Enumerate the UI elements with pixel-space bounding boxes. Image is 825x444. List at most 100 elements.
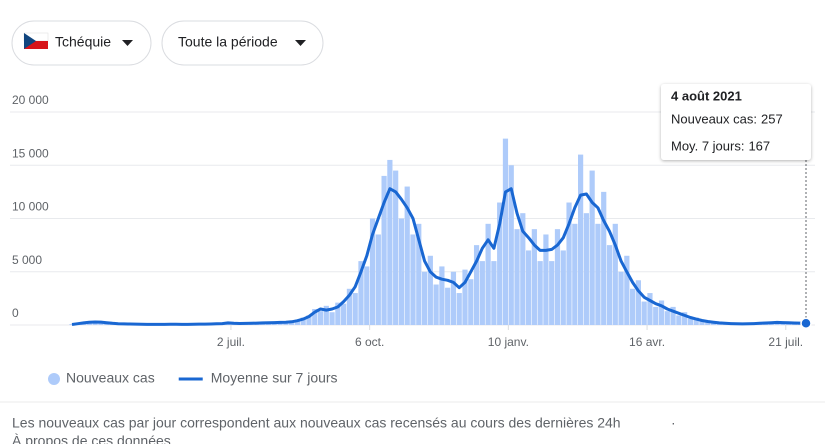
bar bbox=[531, 229, 537, 325]
footer-separator: · bbox=[671, 415, 676, 431]
bar bbox=[433, 284, 439, 325]
bar bbox=[630, 288, 636, 325]
dropdown-box[interactable] bbox=[161, 20, 324, 66]
bar bbox=[421, 271, 428, 325]
bar bbox=[445, 287, 451, 325]
bar bbox=[294, 319, 301, 325]
bar bbox=[69, 324, 75, 325]
bar bbox=[439, 266, 445, 325]
tooltip-box bbox=[661, 84, 811, 160]
bar bbox=[346, 288, 353, 325]
bar bbox=[635, 280, 641, 325]
bar bbox=[381, 175, 387, 325]
bar bbox=[468, 279, 474, 325]
bar bbox=[693, 317, 699, 325]
period-dropdown[interactable]: Toute la période bbox=[161, 20, 324, 66]
bar bbox=[549, 261, 555, 325]
bar bbox=[329, 312, 335, 325]
bar bbox=[710, 322, 717, 325]
bar bbox=[364, 266, 370, 325]
y-tick-label: 10 000 bbox=[12, 200, 49, 214]
bar bbox=[398, 218, 405, 325]
bar bbox=[583, 213, 589, 325]
y-tick-label: 0 bbox=[12, 306, 19, 320]
bar bbox=[335, 302, 341, 325]
bar bbox=[606, 245, 613, 325]
bar bbox=[682, 312, 688, 325]
bar bbox=[283, 322, 289, 325]
bar bbox=[658, 300, 665, 325]
bar bbox=[456, 293, 462, 325]
bar bbox=[317, 311, 324, 325]
bar bbox=[572, 223, 578, 325]
bar bbox=[543, 234, 549, 325]
flag-red bbox=[24, 41, 48, 49]
flag-blue bbox=[24, 33, 36, 49]
bar bbox=[502, 138, 509, 325]
y-tick-label: 20 000 bbox=[12, 93, 49, 107]
bar bbox=[358, 261, 364, 325]
bar bbox=[577, 154, 584, 325]
bar bbox=[462, 269, 468, 325]
bar bbox=[664, 311, 670, 325]
country-label[interactable]: Tchéquie bbox=[55, 34, 111, 50]
bar bbox=[312, 309, 318, 325]
bar bbox=[450, 271, 457, 325]
bar bbox=[410, 234, 416, 325]
bar bbox=[525, 250, 532, 325]
bar bbox=[375, 234, 381, 325]
bar bbox=[497, 202, 503, 325]
bar bbox=[404, 186, 410, 325]
dropdown-arrow bbox=[295, 40, 306, 46]
hover-point bbox=[800, 317, 812, 329]
bar bbox=[485, 223, 491, 325]
footer-link[interactable]: À propos de ces données bbox=[12, 433, 171, 444]
y-tick-label: 15 000 bbox=[12, 146, 49, 160]
bar bbox=[479, 261, 485, 325]
footer-note: Les nouveaux cas par jour correspondent … bbox=[12, 415, 621, 431]
period-label[interactable]: Toute la période bbox=[178, 34, 278, 50]
tooltip: 4 août 2021 Nouveaux cas: 257 Moy. 7 jours:… bbox=[661, 84, 811, 160]
dropdown-box[interactable] bbox=[11, 20, 152, 66]
bar bbox=[612, 223, 618, 325]
bar bbox=[416, 223, 422, 325]
bar bbox=[624, 255, 630, 325]
x-tick-label: 2 juil. bbox=[217, 335, 245, 349]
x-tick-label: 16 avr. bbox=[629, 335, 665, 349]
bar bbox=[537, 261, 543, 325]
bar bbox=[98, 322, 104, 325]
x-tick-label: 21 juil. bbox=[768, 335, 803, 349]
bar bbox=[699, 321, 705, 325]
bar bbox=[473, 245, 480, 325]
legend-swatch bbox=[48, 373, 60, 385]
bar bbox=[387, 159, 393, 325]
bar bbox=[427, 255, 433, 325]
bar bbox=[341, 303, 347, 325]
bar bbox=[514, 229, 520, 325]
bar bbox=[520, 213, 526, 325]
tooltip-value: 167 bbox=[748, 138, 770, 153]
bar bbox=[560, 250, 566, 325]
bar bbox=[369, 218, 376, 325]
bar bbox=[601, 191, 607, 325]
tooltip-label: Moy. 7 jours: bbox=[671, 138, 744, 153]
bar bbox=[653, 306, 659, 325]
country-dropdown[interactable]: Tchéquie bbox=[11, 20, 152, 66]
bar bbox=[595, 223, 601, 325]
bar bbox=[306, 315, 312, 325]
bar bbox=[352, 293, 358, 325]
legend-label: Moyenne sur 7 jours bbox=[211, 370, 338, 386]
plot: 0 5 000 10 000 15 000 20 000 2 juil. 6 oct. 10 … bbox=[10, 84, 815, 349]
x-tick-label: 6 oct. bbox=[355, 335, 384, 349]
bar bbox=[554, 229, 561, 325]
dropdown-arrow bbox=[122, 40, 133, 46]
bar bbox=[676, 315, 682, 325]
tooltip-value: 257 bbox=[761, 111, 783, 126]
bar bbox=[508, 165, 514, 325]
bar bbox=[589, 170, 595, 325]
bar bbox=[393, 170, 399, 325]
bar bbox=[618, 271, 624, 325]
